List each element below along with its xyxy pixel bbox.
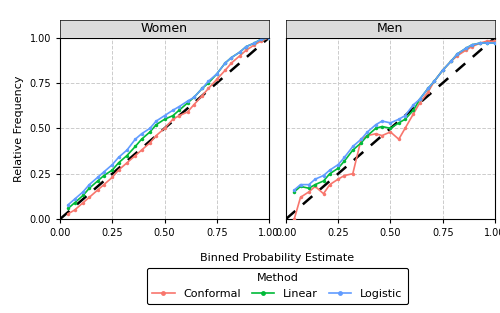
Text: Women: Women	[141, 23, 188, 35]
Legend: Conformal, Linear, Logistic: Conformal, Linear, Logistic	[146, 268, 408, 304]
Text: Men: Men	[377, 23, 404, 35]
Text: Binned Probability Estimate: Binned Probability Estimate	[200, 253, 354, 263]
Y-axis label: Relative Frequency: Relative Frequency	[14, 75, 24, 182]
